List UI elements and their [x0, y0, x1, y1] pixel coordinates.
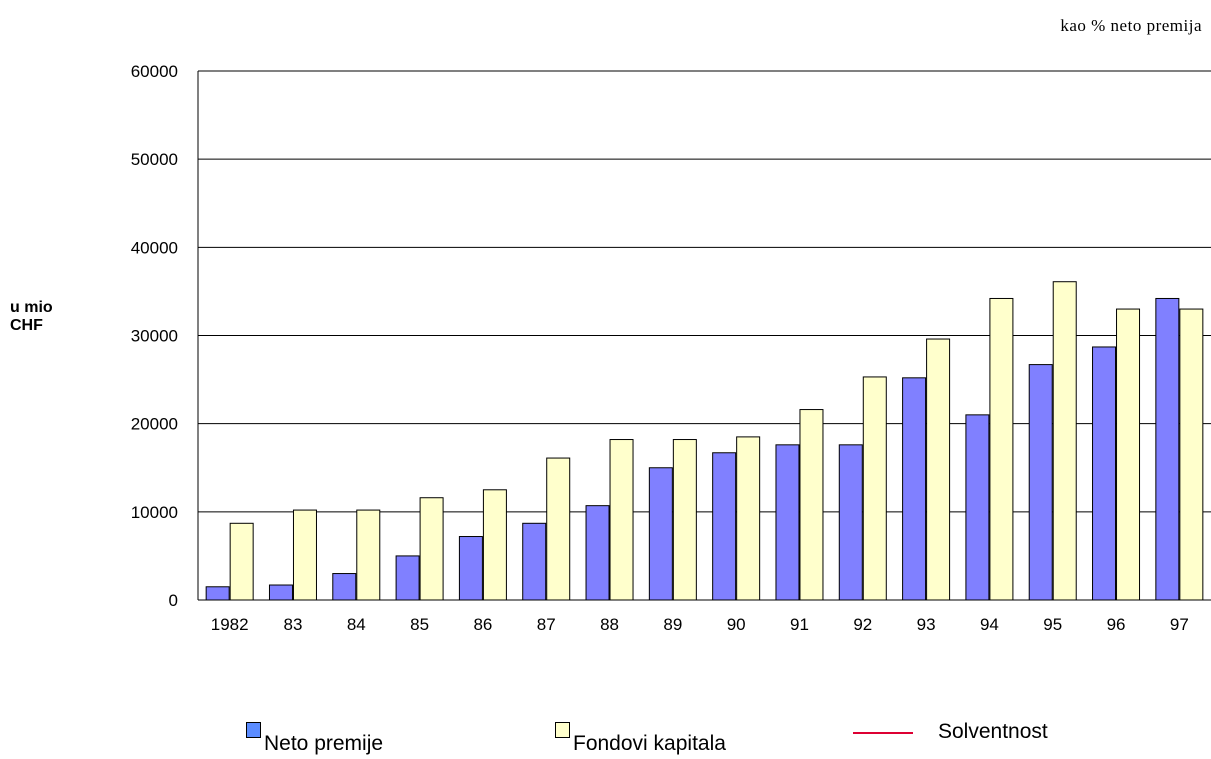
legend-label-fondovi-kapitala: Fondovi kapitala [573, 732, 726, 755]
bar-neto-premije [902, 377, 927, 601]
plot-area: 0 10000 20000 30000 40000 50000 60000 1982 83 84 8… [131, 62, 1211, 634]
legend-item-neto-premije: Neto premije [246, 720, 383, 756]
bar-fondovi-kapitala [419, 497, 444, 601]
y-tick-label: 0 [169, 591, 178, 610]
legend-item-solventnost: Solventnost [853, 720, 1048, 744]
bar-neto-premije [838, 444, 863, 601]
bar-neto-premije [712, 452, 737, 601]
bar-fondovi-kapitala [292, 509, 317, 601]
x-tick-label: 85 [410, 615, 429, 634]
bar-neto-premije [1155, 297, 1180, 601]
bar-neto-premije [458, 536, 483, 601]
x-tick-label: 1982 [211, 615, 249, 634]
x-tick-label: 97 [1170, 615, 1189, 634]
y-tick-label: 20000 [131, 415, 178, 434]
bar-fondovi-kapitala [546, 457, 571, 601]
y-tick-label: 40000 [131, 238, 178, 257]
bar-fondovi-kapitala [799, 409, 824, 601]
bar-neto-premije [332, 573, 357, 601]
x-tick-label: 92 [853, 615, 872, 634]
x-tick-label: 86 [473, 615, 492, 634]
bar-neto-premije [268, 584, 293, 601]
bar-neto-premije [205, 586, 230, 601]
x-tick-label: 94 [980, 615, 999, 634]
legend: Neto premije Fondovi kapitala Solventnos… [0, 720, 1211, 755]
bar-neto-premije [965, 414, 990, 601]
bar-neto-premije [1092, 346, 1117, 601]
bar-fondovi-kapitala [356, 509, 381, 601]
x-tick-label: 95 [1043, 615, 1062, 634]
x-tick-label: 88 [600, 615, 619, 634]
y-tick-label: 50000 [131, 150, 178, 169]
bar-neto-premije [648, 467, 673, 601]
x-tick-label: 93 [917, 615, 936, 634]
bar-fondovi-kapitala [736, 436, 761, 601]
chart-note: kao % neto premija [1060, 16, 1202, 35]
bar-neto-premije [395, 555, 420, 601]
legend-label-neto-premije: Neto premije [264, 732, 384, 755]
bar-fondovi-kapitala [1179, 308, 1204, 601]
y-tick-label: 10000 [131, 503, 178, 522]
x-tick-label: 91 [790, 615, 809, 634]
bar-fondovi-kapitala [926, 338, 951, 601]
bar-neto-premije [775, 444, 800, 601]
y-axis-label: u mio CHF [10, 299, 53, 334]
x-tick-label: 83 [284, 615, 303, 634]
bar-fondovi-kapitala [229, 522, 254, 601]
legend-swatch-neto-premije [246, 722, 261, 738]
x-tick-label: 96 [1107, 615, 1126, 634]
legend-swatch-fondovi-kapitala [555, 722, 570, 738]
legend-item-fondovi-kapitala: Fondovi kapitala [555, 720, 726, 756]
x-tick-label: 84 [347, 615, 366, 634]
legend-label-solventnost: Solventnost [938, 720, 1048, 743]
bar-fondovi-kapitala [672, 439, 697, 601]
bar-fondovi-kapitala [609, 439, 634, 601]
bar-fondovi-kapitala [482, 489, 507, 601]
x-tick-label: 89 [663, 615, 682, 634]
bar-fondovi-kapitala [1052, 281, 1077, 601]
bar-fondovi-kapitala [989, 297, 1014, 601]
y-tick-label: 30000 [131, 327, 178, 346]
bar-fondovi-kapitala [862, 376, 887, 601]
legend-line-solventnost [853, 732, 913, 734]
y-tick-label: 60000 [131, 62, 178, 81]
bar-neto-premije [1028, 364, 1053, 601]
bar-neto-premije [522, 522, 547, 601]
x-tick-label: 87 [537, 615, 556, 634]
bar-fondovi-kapitala [1116, 308, 1141, 601]
bar-neto-premije [585, 505, 610, 601]
x-tick-label: 90 [727, 615, 746, 634]
